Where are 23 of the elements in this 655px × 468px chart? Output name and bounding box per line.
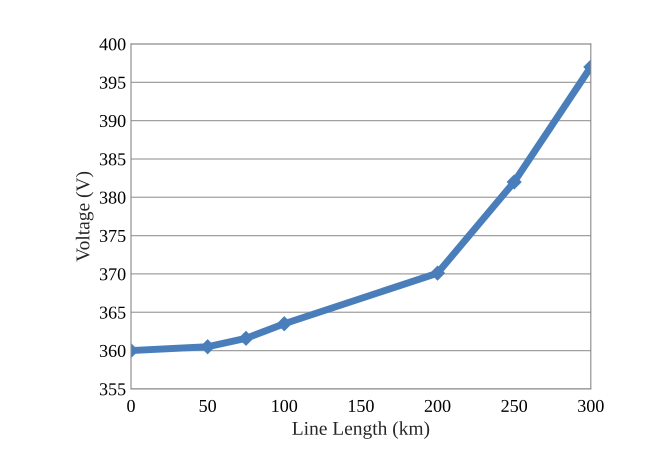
point	[276, 316, 292, 332]
y-tick-label: 360	[100, 344, 126, 358]
x-tick-label: 250	[501, 400, 528, 412]
y-tick-label: 365	[100, 306, 126, 319]
x-tick-label: 200	[424, 400, 450, 412]
y-tick-label: 355	[100, 383, 126, 396]
x-tick-label: 0	[127, 400, 135, 412]
y-tick-label: 390	[100, 114, 126, 128]
y-tick-label: 400	[99, 38, 126, 50]
y-tick-label: 385	[100, 153, 126, 166]
y-tick-label: 375	[100, 230, 126, 242]
y-tick-label: 395	[100, 76, 126, 89]
x-tick-label: 50	[200, 400, 216, 412]
y-tick-label: 380	[100, 192, 126, 204]
y-tick-label: 370	[100, 268, 126, 280]
point	[238, 330, 254, 346]
x-tick-label: 300	[578, 400, 604, 412]
x-tick-label: 150	[348, 400, 374, 412]
x-tick-label: 100	[272, 400, 298, 412]
point	[506, 174, 522, 190]
point	[430, 266, 445, 281]
x-axis-title: Line Length (km)	[292, 421, 430, 439]
y-axis-title: Voltage (V)	[76, 172, 94, 262]
